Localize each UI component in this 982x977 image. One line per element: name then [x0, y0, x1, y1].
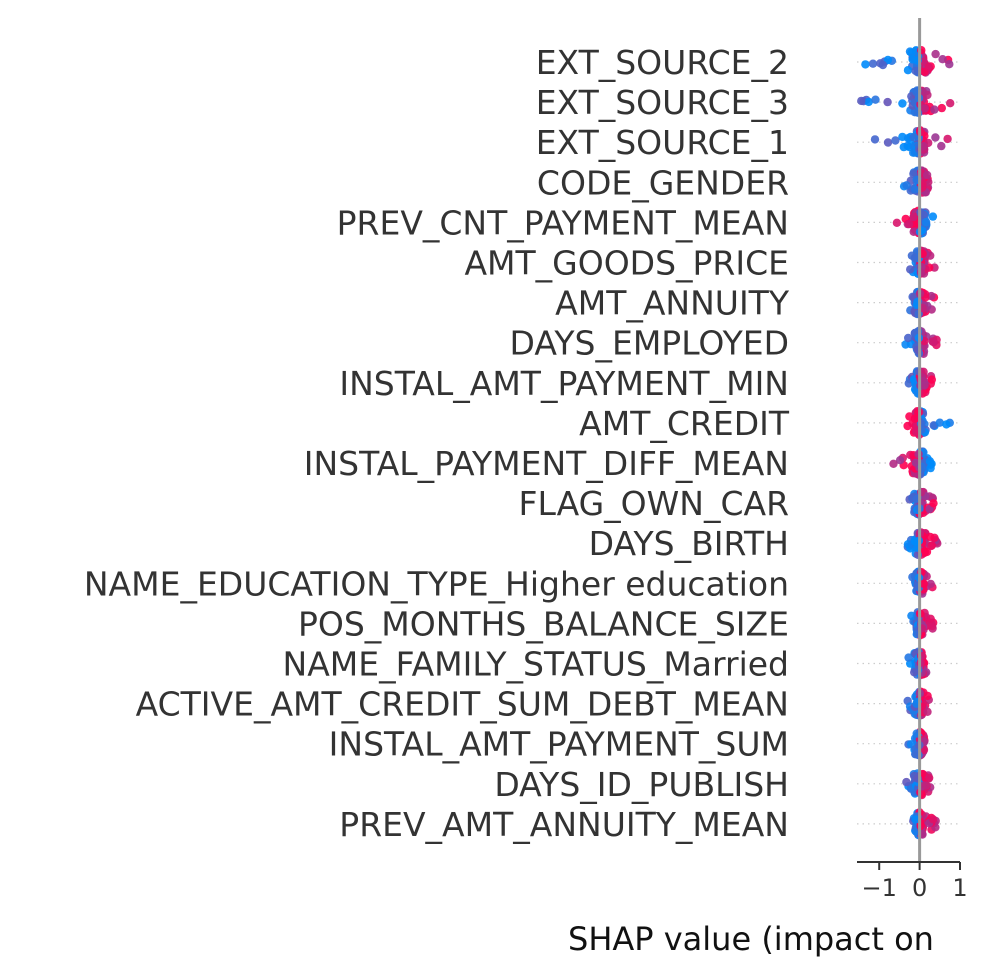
shap-point [928, 621, 937, 631]
shap-point [903, 66, 913, 75]
shap-point [909, 227, 918, 236]
shap-point [898, 99, 907, 108]
x-tick-label: −1 [862, 874, 897, 902]
shap-point [925, 457, 935, 466]
shap-point [889, 459, 898, 468]
shap-point [871, 95, 880, 104]
shap-point [883, 138, 893, 147]
shap-point [926, 532, 935, 542]
shap-point [904, 653, 913, 662]
shap-point [921, 217, 931, 227]
feature-label: INSTAL_PAYMENT_DIFF_MEAN [304, 444, 789, 483]
shap-point [926, 463, 935, 473]
shap-point [928, 337, 937, 346]
shap-point [927, 541, 937, 550]
shap-point [926, 614, 935, 623]
shap-point [923, 707, 932, 716]
shap-point [911, 815, 920, 824]
shap-point [861, 60, 870, 69]
shap-point [929, 499, 938, 508]
feature-label: INSTAL_AMT_PAYMENT_SUM [329, 725, 789, 764]
shap-point [927, 375, 936, 384]
x-tick-label: 1 [952, 874, 967, 902]
feature-label: DAYS_EMPLOYED [510, 324, 789, 363]
feature-label: PREV_CNT_PAYMENT_MEAN [337, 203, 789, 242]
feature-label: AMT_GOODS_PRICE [464, 244, 789, 283]
shap-point [937, 103, 946, 113]
shap-point [923, 691, 932, 701]
feature-label: AMT_ANNUITY [555, 284, 790, 323]
shap-point [895, 456, 905, 465]
feature-label: AMT_CREDIT [579, 404, 790, 443]
shap-point [902, 777, 911, 787]
shap-point [902, 181, 911, 190]
shap-point [904, 219, 914, 229]
shap-point [910, 185, 920, 194]
shap-point [909, 133, 918, 142]
shap-point [942, 420, 951, 429]
shap-point [931, 49, 940, 59]
shap-point [899, 142, 908, 152]
feature-label: DAYS_ID_PUBLISH [494, 765, 789, 804]
shap-point [919, 57, 928, 66]
shap-point [926, 579, 935, 589]
feature-label: CODE_GENDER [537, 163, 789, 202]
shap-point [911, 66, 920, 76]
feature-labels: EXT_SOURCE_2EXT_SOURCE_3EXT_SOURCE_1CODE… [84, 43, 790, 844]
x-tick-label: 0 [912, 874, 927, 902]
shap-point [911, 537, 920, 546]
shap-point [943, 134, 952, 144]
shap-point [857, 96, 866, 106]
shap-point [928, 815, 938, 824]
shap-point [904, 333, 913, 343]
shap-point [901, 340, 910, 349]
shap-point [908, 572, 917, 582]
shap-point [908, 55, 917, 64]
shap-point [910, 668, 919, 677]
feature-label: ACTIVE_AMT_CREDIT_SUM_DEBT_MEAN [136, 685, 789, 724]
shap-point [924, 62, 933, 72]
shap-point [910, 414, 920, 423]
feature-label: DAYS_BIRTH [589, 524, 789, 563]
shap-point [868, 59, 878, 68]
shap-point [909, 212, 918, 222]
feature-label: POS_MONTHS_BALANCE_SIZE [298, 604, 789, 643]
shap-point [864, 97, 873, 107]
shap-point [930, 105, 939, 114]
data-points [857, 46, 955, 840]
shap-point [928, 212, 938, 221]
shap-point [922, 170, 932, 180]
shap-point [946, 99, 955, 108]
shap-point [920, 381, 929, 390]
shap-point [907, 48, 916, 57]
shap-point [925, 773, 934, 782]
shap-point [891, 136, 900, 145]
feature-label: PREV_AMT_ANNUITY_MEAN [339, 805, 789, 844]
shap-point [945, 59, 954, 69]
shap-point [937, 141, 946, 151]
shap-point [935, 418, 944, 427]
feature-label: EXT_SOURCE_3 [536, 83, 789, 122]
shap-point [910, 253, 919, 263]
shap-point [883, 97, 892, 107]
shap-point [870, 135, 880, 144]
shap-point [919, 579, 928, 588]
feature-label: EXT_SOURCE_2 [536, 43, 789, 82]
shap-point [892, 218, 902, 227]
feature-label: NAME_EDUCATION_TYPE_Higher education [84, 564, 789, 603]
shap-point [920, 104, 929, 113]
feature-label: EXT_SOURCE_1 [536, 123, 789, 162]
shap-point [906, 265, 915, 274]
x-axis-title: SHAP value (impact on [568, 920, 934, 958]
shap-point [931, 133, 940, 142]
row-guides [857, 61, 960, 825]
x-axis: −1 0 1 [857, 861, 968, 902]
shap-point [922, 781, 931, 790]
shap-point [878, 60, 888, 70]
feature-label: FLAG_OWN_CAR [518, 484, 789, 523]
feature-label: NAME_FAMILY_STATUS_Married [283, 645, 789, 684]
shap-point [938, 55, 947, 64]
feature-label: INSTAL_AMT_PAYMENT_MIN [339, 364, 789, 403]
